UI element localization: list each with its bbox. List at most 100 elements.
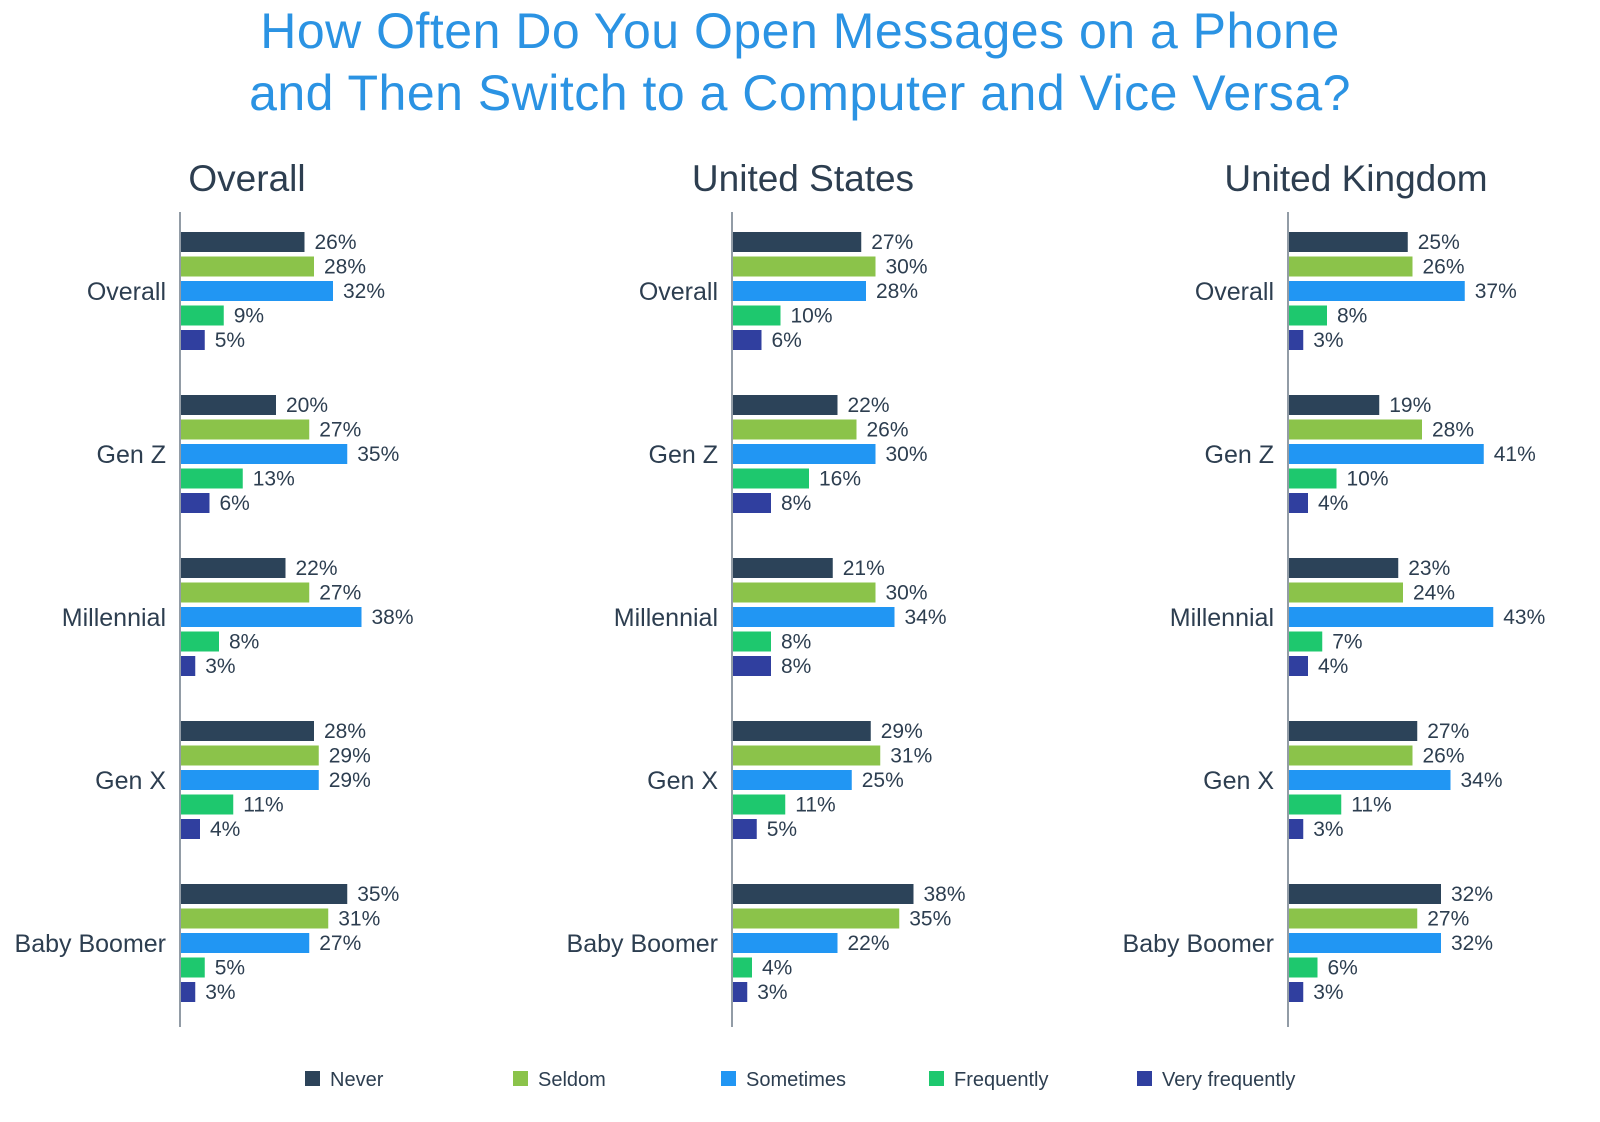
data-label: 3%: [205, 655, 235, 678]
category-label: Baby Boomer: [15, 930, 166, 958]
data-label: 24%: [1413, 582, 1455, 605]
data-label: 28%: [876, 280, 918, 303]
data-label: 32%: [343, 280, 385, 303]
data-label: 38%: [924, 883, 966, 906]
legend-item: Never: [305, 1069, 384, 1091]
data-label: 34%: [905, 606, 947, 629]
data-label: 30%: [886, 582, 928, 605]
bar: [733, 232, 862, 252]
data-label: 28%: [1432, 419, 1474, 442]
category-label: Gen Z: [97, 441, 166, 469]
data-label: 21%: [843, 557, 885, 580]
data-label: 4%: [1318, 492, 1348, 515]
data-label: 5%: [215, 957, 245, 980]
data-label: 27%: [319, 582, 361, 605]
data-label: 22%: [848, 394, 890, 417]
legend-swatch: [305, 1071, 320, 1086]
bar: [733, 631, 771, 652]
bar: [1289, 631, 1323, 652]
bar: [181, 631, 219, 652]
data-label: 37%: [1475, 280, 1517, 303]
data-label: 27%: [1427, 908, 1469, 931]
data-label: 6%: [772, 329, 802, 352]
bar: [733, 933, 838, 953]
data-label: 8%: [781, 631, 811, 654]
bar: [181, 794, 234, 815]
legend-item: Very frequently: [1137, 1069, 1295, 1091]
data-label: 4%: [762, 957, 792, 980]
bar: [1289, 982, 1304, 1002]
bar: [1289, 607, 1494, 627]
data-label: 20%: [286, 394, 328, 417]
bar: [733, 884, 914, 904]
data-label: 27%: [871, 231, 913, 254]
data-label: 16%: [819, 468, 861, 491]
data-label: 35%: [357, 883, 399, 906]
bar: [733, 770, 852, 790]
bar: [1289, 395, 1380, 415]
data-label: 3%: [757, 981, 787, 1004]
data-label: 30%: [886, 256, 928, 279]
data-label: 8%: [229, 631, 259, 654]
bar: [181, 232, 305, 252]
data-label: 23%: [1408, 557, 1450, 580]
legend-swatch: [929, 1071, 944, 1086]
data-label: 8%: [781, 492, 811, 515]
bar: [181, 395, 276, 415]
data-label: 29%: [329, 769, 371, 792]
bar: [733, 582, 876, 603]
bar: [733, 721, 871, 741]
bar: [181, 305, 224, 326]
bar: [733, 745, 881, 766]
category-label: Baby Boomer: [567, 930, 718, 958]
legend-item: Seldom: [513, 1069, 606, 1091]
data-label: 34%: [1461, 769, 1503, 792]
bar: [1289, 468, 1337, 489]
bar: [1289, 933, 1441, 953]
bar: [1289, 819, 1304, 839]
data-label: 19%: [1389, 394, 1431, 417]
bar: [733, 957, 752, 978]
bar: [733, 468, 809, 489]
category-label: Baby Boomer: [1123, 930, 1274, 958]
data-label: 8%: [781, 655, 811, 678]
bar: [181, 957, 205, 978]
bar: [733, 908, 900, 929]
category-label: Millennial: [62, 604, 166, 632]
bar: [733, 607, 895, 627]
data-label: 22%: [848, 932, 890, 955]
data-label: 27%: [319, 932, 361, 955]
data-label: 3%: [1313, 329, 1343, 352]
data-label: 35%: [357, 443, 399, 466]
chart-title: How Often Do You Open Messages on a Phon…: [0, 0, 1600, 124]
data-label: 8%: [1337, 305, 1367, 328]
category-label: Overall: [1195, 278, 1274, 306]
bar: [181, 982, 196, 1002]
data-label: 26%: [315, 231, 357, 254]
data-label: 35%: [909, 908, 951, 931]
bar: [733, 982, 748, 1002]
bar: [1289, 330, 1304, 350]
data-label: 38%: [372, 606, 414, 629]
bar: [181, 721, 314, 741]
data-label: 13%: [253, 468, 295, 491]
data-label: 31%: [890, 745, 932, 768]
data-label: 26%: [1423, 745, 1465, 768]
legend-label: Seldom: [538, 1069, 606, 1091]
data-label: 28%: [324, 256, 366, 279]
legend-swatch: [1137, 1071, 1152, 1086]
data-label: 26%: [867, 419, 909, 442]
data-label: 9%: [234, 305, 264, 328]
category-label: Millennial: [614, 604, 718, 632]
data-label: 29%: [329, 745, 371, 768]
bar: [733, 493, 771, 513]
data-label: 25%: [1418, 231, 1460, 254]
category-label: Overall: [639, 278, 718, 306]
panel-title: United States: [692, 158, 914, 199]
legend-label: Frequently: [954, 1069, 1049, 1091]
data-label: 3%: [205, 981, 235, 1004]
bar: [1289, 721, 1418, 741]
